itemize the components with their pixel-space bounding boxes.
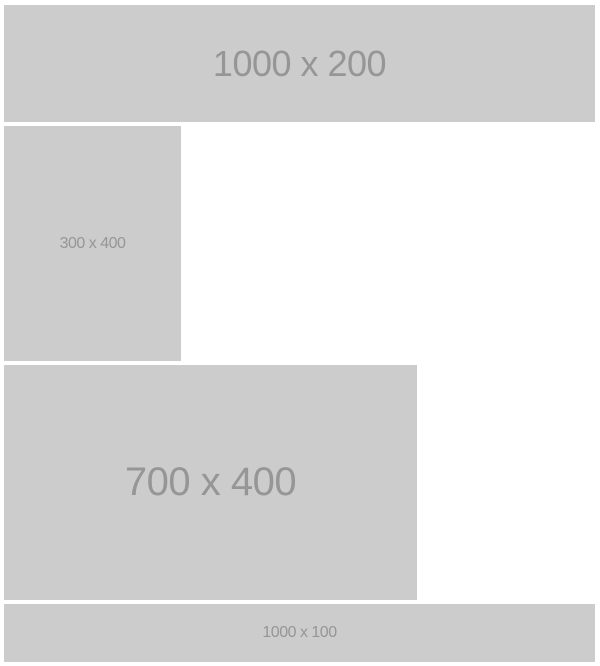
placeholder-image-side: 300 x 400 <box>4 126 181 361</box>
placeholder-label: 1000 x 100 <box>262 624 337 641</box>
placeholder-image-main: 700 x 400 <box>4 365 417 600</box>
placeholder-label: 1000 x 200 <box>212 42 387 84</box>
placeholder-label: 700 x 400 <box>124 460 297 504</box>
placeholder-image-bottom-banner: 1000 x 100 <box>4 604 595 662</box>
placeholder-label: 300 x 400 <box>59 234 126 252</box>
placeholder-image-top-banner: 1000 x 200 <box>4 5 595 122</box>
